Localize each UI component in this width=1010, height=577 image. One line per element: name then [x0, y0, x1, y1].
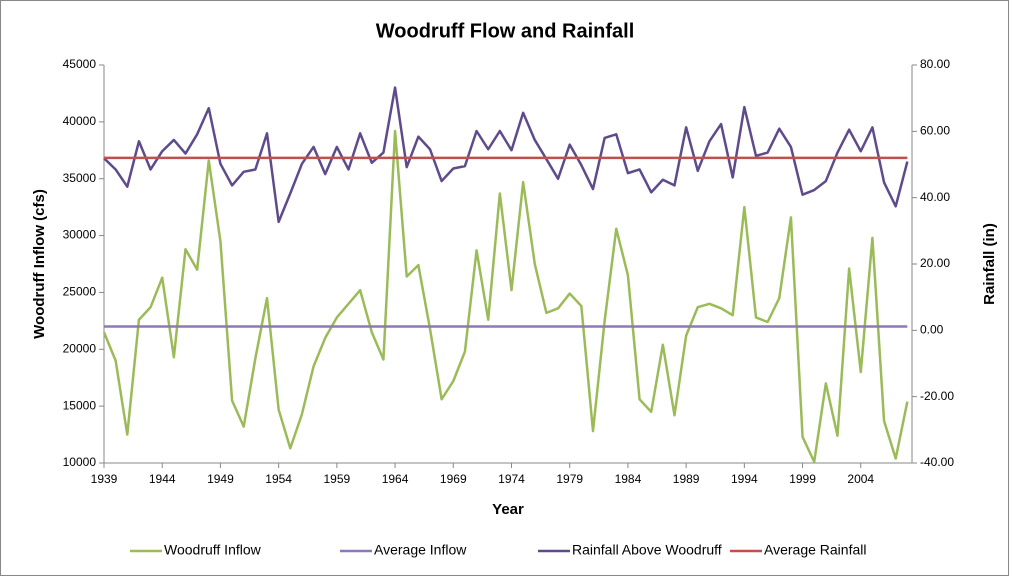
x-tick-label: 1994	[731, 472, 758, 486]
y-axis-title: Woodruff Inflow (cfs)	[31, 189, 48, 339]
series-line	[102, 129, 909, 464]
y2-tick-label: 20.00	[920, 256, 950, 270]
x-tick-label: 1944	[149, 472, 176, 486]
x-tick-label: 1999	[789, 472, 816, 486]
legend-label: Woodruff Inflow	[164, 542, 262, 558]
y2-tick-label: 40.00	[920, 190, 950, 204]
y-tick-label: 40000	[63, 114, 97, 128]
y2-tick-label: 80.00	[920, 57, 950, 71]
x-tick-label: 1959	[324, 472, 351, 486]
chart-title: Woodruff Flow and Rainfall	[376, 20, 635, 42]
y2-axis-title: Rainfall (in)	[981, 223, 998, 305]
x-axis-title: Year	[492, 501, 524, 518]
y-tick-label: 15000	[63, 398, 97, 412]
y-tick-label: 25000	[63, 285, 97, 299]
x-tick-label: 1979	[556, 472, 583, 486]
x-tick-label: 1949	[207, 472, 234, 486]
legend-label: Rainfall Above Woodruff	[572, 542, 722, 558]
x-tick-label: 1954	[265, 472, 292, 486]
x-tick-label: 2004	[847, 472, 874, 486]
y2-tick-label: -40.00	[920, 455, 954, 469]
x-tick-label: 1989	[673, 472, 700, 486]
x-tick-label: 1984	[615, 472, 642, 486]
y2-tick-label: 60.00	[920, 124, 950, 138]
series-line	[103, 86, 909, 224]
x-tick-label: 1939	[91, 472, 118, 486]
legend-label: Average Inflow	[374, 542, 467, 558]
x-tick-label: 1974	[498, 472, 525, 486]
legend-label: Average Rainfall	[764, 542, 866, 558]
y-tick-label: 35000	[63, 171, 97, 185]
x-tick-label: 1969	[440, 472, 467, 486]
y2-tick-label: -20.00	[920, 389, 954, 403]
y-tick-label: 10000	[63, 455, 97, 469]
x-tick-label: 1964	[382, 472, 409, 486]
y-tick-label: 45000	[63, 57, 97, 71]
y2-tick-label: 0.00	[920, 323, 944, 337]
y-tick-label: 20000	[63, 341, 97, 355]
y-tick-label: 30000	[63, 228, 97, 242]
